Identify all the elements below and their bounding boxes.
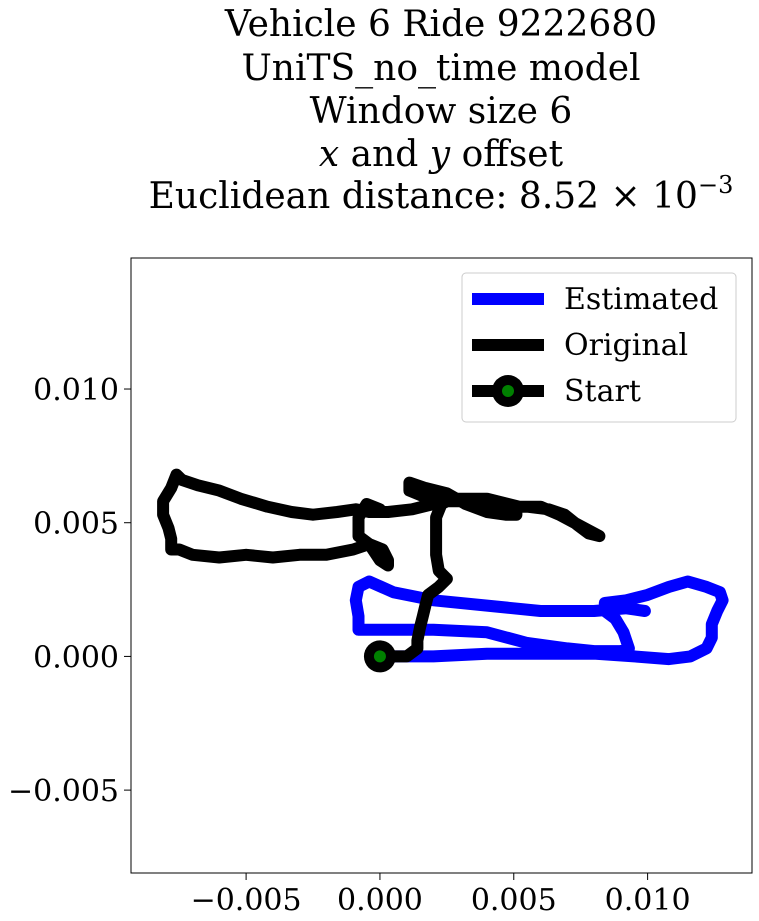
chart-title: Vehicle 6 Ride 9222680 UniTS_no_time mod… bbox=[149, 4, 734, 217]
title-line-5: Euclidean distance: 8.52 × 10−3 bbox=[149, 171, 734, 217]
legend: Estimated Original Start bbox=[461, 272, 737, 423]
x-tick-label: −0.005 bbox=[191, 883, 302, 918]
title-offset-y: y bbox=[428, 134, 451, 175]
plot-frame bbox=[130, 257, 753, 874]
title-offset-suffix: offset bbox=[450, 134, 563, 175]
x-tick-label: 0.000 bbox=[337, 883, 423, 918]
y-tick-label: 0.005 bbox=[33, 507, 119, 542]
y-tick-label: 0.000 bbox=[33, 640, 119, 675]
x-tick-label: 0.010 bbox=[605, 883, 691, 918]
legend-label-start: Start bbox=[564, 374, 641, 409]
y-tick-label: 0.010 bbox=[33, 373, 119, 408]
series-line-estimated bbox=[349, 575, 729, 666]
series-line-original bbox=[157, 468, 606, 663]
title-line-3: Window size 6 bbox=[310, 91, 573, 132]
legend-label-estimated: Estimated bbox=[564, 282, 718, 317]
start-layer bbox=[363, 640, 396, 673]
title-distance-exponent: −3 bbox=[698, 171, 733, 199]
start-marker-center bbox=[373, 650, 386, 663]
legend-start-marker-center bbox=[502, 385, 514, 397]
x-tick-label: 0.005 bbox=[471, 883, 557, 918]
title-line-2: UniTS_no_time model bbox=[241, 48, 640, 89]
x-axis: −0.005 0.000 0.005 0.010 bbox=[191, 873, 691, 918]
title-line-4: x and y offset bbox=[319, 134, 564, 175]
title-offset-and: and bbox=[339, 134, 430, 175]
y-tick-label: −0.005 bbox=[8, 774, 119, 809]
title-line-1: Vehicle 6 Ride 9222680 bbox=[224, 4, 657, 45]
y-axis: −0.005 0.000 0.005 0.010 bbox=[8, 373, 131, 809]
legend-frame bbox=[461, 272, 737, 423]
series-layer bbox=[157, 468, 729, 666]
title-offset-x: x bbox=[319, 134, 339, 175]
legend-label-original: Original bbox=[564, 328, 688, 363]
title-distance: Euclidean distance: 8.52 × 10 bbox=[149, 176, 698, 217]
